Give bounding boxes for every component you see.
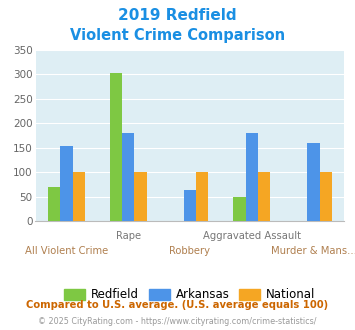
Bar	[258, 172, 270, 221]
Text: Robbery: Robbery	[169, 246, 211, 256]
Text: Violent Crime Comparison: Violent Crime Comparison	[70, 28, 285, 43]
Text: © 2025 CityRating.com - https://www.cityrating.com/crime-statistics/: © 2025 CityRating.com - https://www.city…	[38, 317, 317, 326]
Text: Rape: Rape	[116, 231, 141, 241]
Text: Aggravated Assault: Aggravated Assault	[203, 231, 301, 241]
Legend: Redfield, Arkansas, National: Redfield, Arkansas, National	[59, 283, 321, 306]
Text: 2019 Redfield: 2019 Redfield	[118, 8, 237, 23]
Bar	[48, 187, 60, 221]
Bar	[307, 143, 320, 221]
Bar	[110, 73, 122, 221]
Text: All Violent Crime: All Violent Crime	[25, 246, 108, 256]
Bar	[246, 133, 258, 221]
Bar	[184, 190, 196, 221]
Bar	[233, 197, 246, 221]
Bar	[196, 172, 208, 221]
Bar	[72, 172, 85, 221]
Bar	[60, 146, 72, 221]
Text: Murder & Mans...: Murder & Mans...	[271, 246, 355, 256]
Bar	[122, 133, 134, 221]
Text: Compared to U.S. average. (U.S. average equals 100): Compared to U.S. average. (U.S. average …	[26, 300, 329, 310]
Bar	[134, 172, 147, 221]
Bar	[320, 172, 332, 221]
